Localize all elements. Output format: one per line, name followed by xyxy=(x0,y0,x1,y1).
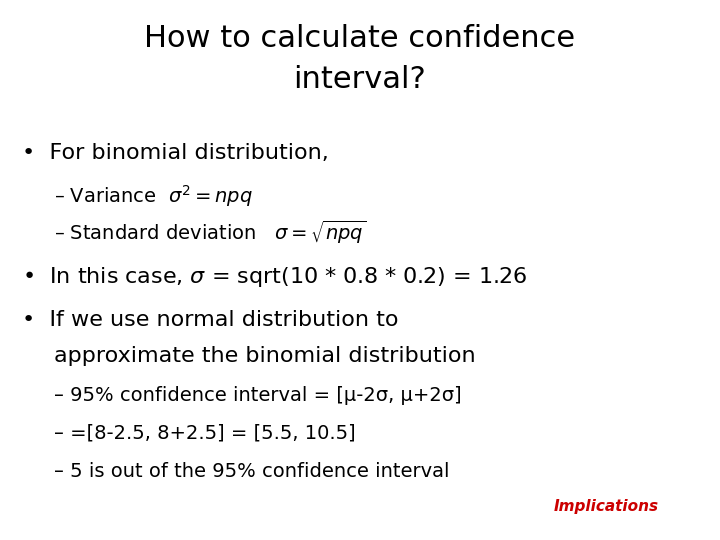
Text: – 95% confidence interval = [μ-2σ, μ+2σ]: – 95% confidence interval = [μ-2σ, μ+2σ] xyxy=(54,386,462,405)
Text: •  In this case, $\sigma$ = sqrt(10 * 0.8 * 0.2) = 1.26: • In this case, $\sigma$ = sqrt(10 * 0.8… xyxy=(22,265,527,288)
Text: – Standard deviation   $\sigma = \sqrt{npq}$: – Standard deviation $\sigma = \sqrt{npq… xyxy=(54,219,366,246)
Text: – =[8-2.5, 8+2.5] = [5.5, 10.5]: – =[8-2.5, 8+2.5] = [5.5, 10.5] xyxy=(54,424,356,443)
Text: Implications: Implications xyxy=(554,499,659,514)
Text: – Variance  $\sigma^2 = npq$: – Variance $\sigma^2 = npq$ xyxy=(54,184,253,210)
Text: •  If we use normal distribution to: • If we use normal distribution to xyxy=(22,310,398,330)
Text: How to calculate confidence: How to calculate confidence xyxy=(145,24,575,53)
Text: •  For binomial distribution,: • For binomial distribution, xyxy=(22,143,328,163)
Text: approximate the binomial distribution: approximate the binomial distribution xyxy=(54,346,476,366)
Text: – 5 is out of the 95% confidence interval: – 5 is out of the 95% confidence interva… xyxy=(54,462,449,481)
Text: interval?: interval? xyxy=(294,65,426,94)
